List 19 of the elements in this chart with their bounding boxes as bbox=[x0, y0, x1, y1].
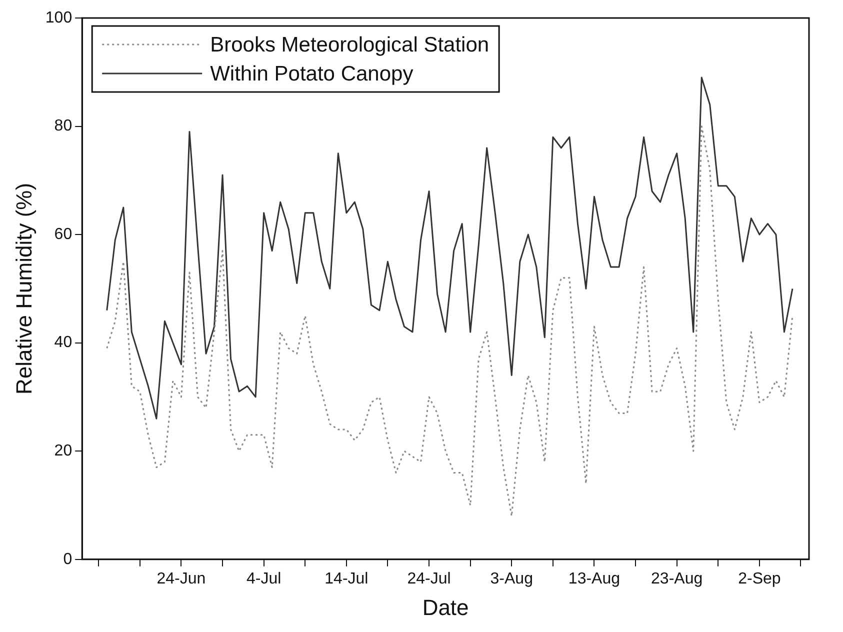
legend-label: Brooks Meteorological Station bbox=[210, 33, 490, 56]
x-tick-label: 14-Jul bbox=[324, 570, 368, 588]
x-tick-label: 3-Aug bbox=[490, 570, 533, 588]
legend-label: Within Potato Canopy bbox=[210, 62, 414, 86]
y-tick-label: 20 bbox=[54, 442, 72, 460]
x-tick-label: 24-Jul bbox=[407, 570, 451, 588]
x-tick-label: 2-Sep bbox=[738, 570, 781, 588]
x-tick-label: 24-Jun bbox=[156, 570, 206, 588]
y-tick-label: 100 bbox=[45, 9, 72, 26]
line-series bbox=[106, 126, 794, 517]
x-tick-label: 13-Aug bbox=[568, 570, 620, 588]
y-tick-label: 80 bbox=[54, 118, 72, 135]
x-tick-label: 23-Aug bbox=[651, 570, 703, 588]
y-tick-label: 40 bbox=[54, 334, 72, 352]
y-tick-label: 0 bbox=[63, 550, 72, 568]
x-axis-title: Date bbox=[422, 594, 469, 620]
x-tick-label: 4-Jul bbox=[246, 570, 282, 588]
y-tick-label: 60 bbox=[54, 226, 72, 243]
y-axis-title: Relative Humidity (%) bbox=[11, 182, 36, 394]
